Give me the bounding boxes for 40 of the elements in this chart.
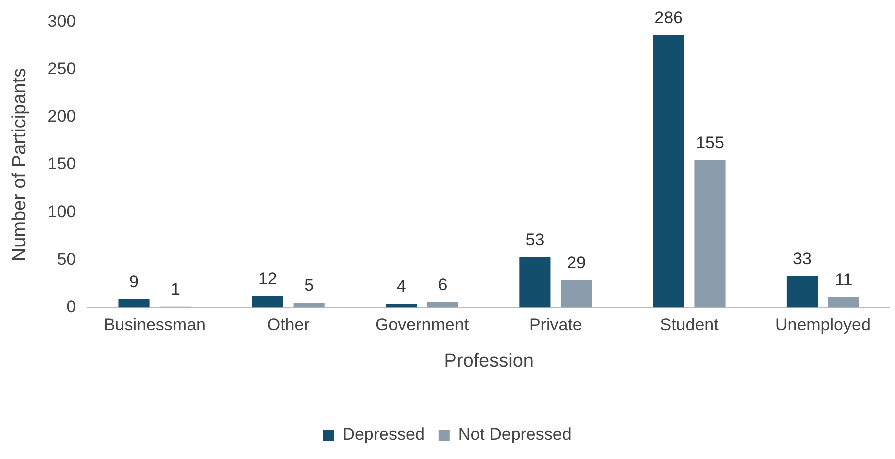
data-label: 53 <box>526 230 545 250</box>
bar <box>118 299 150 308</box>
bar <box>252 296 284 308</box>
bar <box>786 276 818 308</box>
data-label: 12 <box>258 270 278 289</box>
x-tick-label: Other <box>267 316 310 335</box>
bar <box>653 36 684 308</box>
x-tick-label: Private <box>529 316 582 335</box>
data-label: 286 <box>654 8 684 28</box>
data-label: 29 <box>567 253 586 272</box>
y-tick-label: 250 <box>48 59 76 78</box>
bar <box>828 297 860 308</box>
data-label: 4 <box>396 277 406 296</box>
y-tick-label: 100 <box>48 202 76 222</box>
bar <box>520 257 551 308</box>
x-axis-title: Profession <box>444 350 534 372</box>
y-tick-label: 50 <box>57 250 76 269</box>
data-label: 9 <box>130 272 140 292</box>
data-label: 33 <box>793 250 812 269</box>
y-tick-label: 200 <box>48 107 76 126</box>
data-label: 155 <box>696 133 724 152</box>
legend-label: Not Depressed <box>458 425 572 444</box>
x-tick-label: Government <box>375 316 470 335</box>
x-tick-label: Student <box>660 316 720 335</box>
data-label: 1 <box>170 280 180 300</box>
y-tick-label: 300 <box>48 12 76 31</box>
data-label: 6 <box>438 275 448 294</box>
data-label: 5 <box>304 276 314 296</box>
y-tick-label: 0 <box>66 297 76 316</box>
bar <box>294 303 325 308</box>
x-tick-label: Businessman <box>104 316 206 335</box>
y-axis-title: Number of Participants <box>10 68 31 262</box>
bar <box>694 160 726 308</box>
bar <box>386 304 418 308</box>
bar <box>561 280 592 308</box>
x-tick-label: Unemployed <box>775 316 871 335</box>
legend-label: Depressed <box>342 425 425 444</box>
bar <box>427 302 459 308</box>
y-tick-label: 150 <box>48 154 76 174</box>
data-label: 11 <box>835 270 853 290</box>
